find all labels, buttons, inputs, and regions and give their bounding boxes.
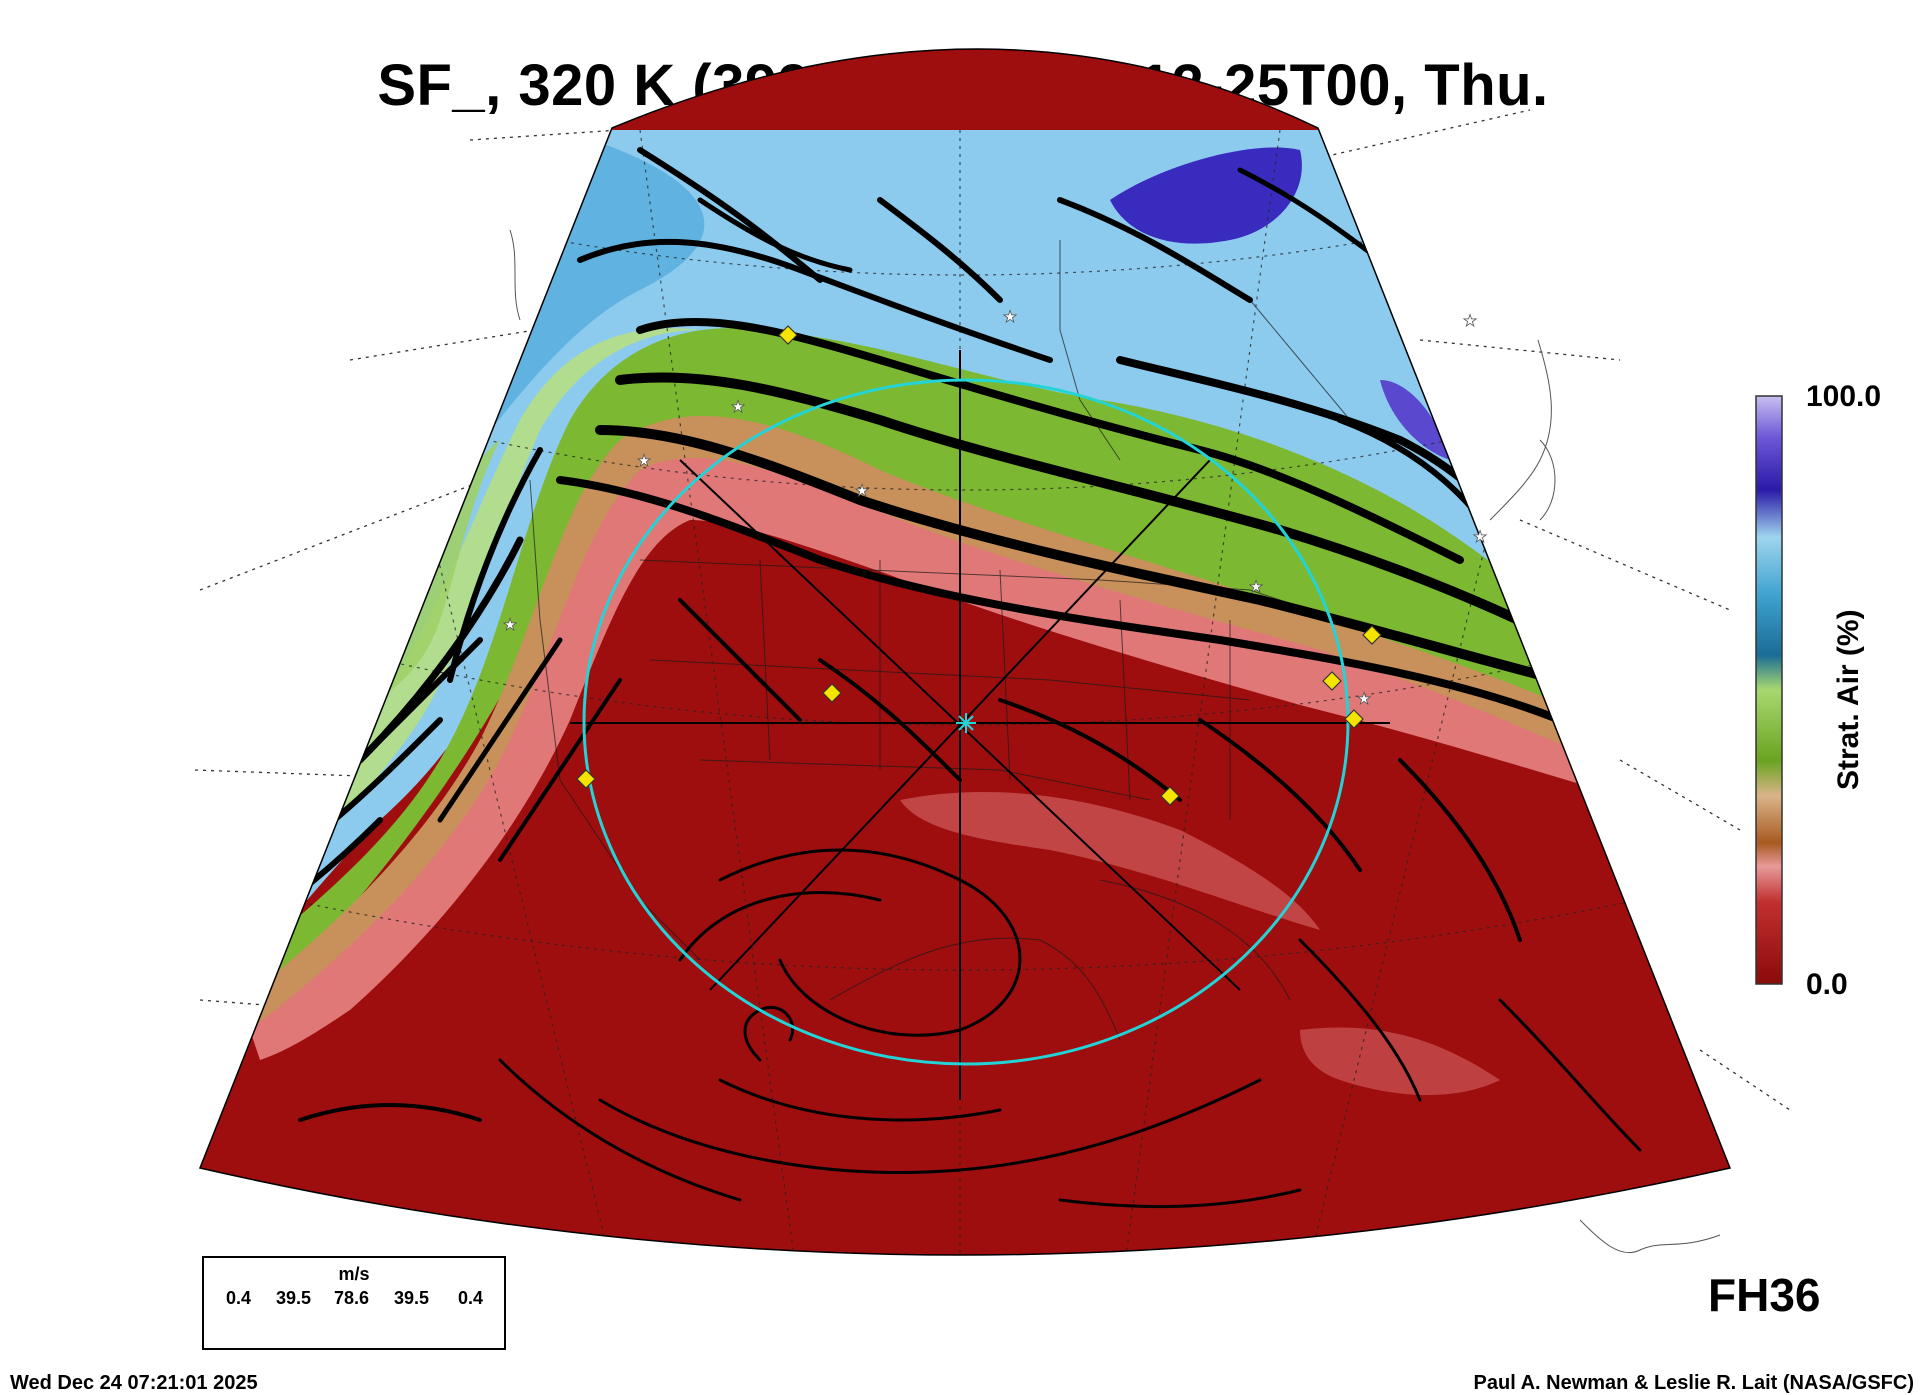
diamond-marker xyxy=(1362,625,1382,645)
vector-legend-value: 39.5 xyxy=(394,1288,430,1308)
star-marker: ★ xyxy=(1003,307,1017,326)
center-star xyxy=(956,713,976,733)
star-marker: ★ xyxy=(503,615,517,634)
star-marker: ★ xyxy=(855,481,869,500)
vector-legend-value: 0.4 xyxy=(458,1288,484,1308)
colorbar-min-label: 0.0 xyxy=(1806,968,1848,1001)
diamond-marker xyxy=(1344,709,1364,729)
star-marker: ★ xyxy=(1473,527,1487,546)
star-marker: ★ xyxy=(637,451,651,470)
diamond-marker xyxy=(778,325,798,345)
vector-legend-value: 0.4 xyxy=(226,1288,252,1308)
pink-streak xyxy=(900,791,1320,930)
map-sector-outline xyxy=(198,48,1732,1256)
forecast-hour-label: FH36 xyxy=(1708,1269,1821,1321)
diamond-marker xyxy=(1322,671,1342,691)
colorbar xyxy=(1755,395,1783,985)
purple-region-2 xyxy=(1380,380,1450,460)
pink-edge xyxy=(250,458,1620,1060)
wind-streamlines xyxy=(227,147,1642,1209)
purple-region xyxy=(1110,147,1302,244)
colorbar-title: Strat. Air (%) xyxy=(1832,609,1865,790)
star-marker: ★ xyxy=(1357,689,1371,708)
diamond-marker xyxy=(822,683,842,703)
vector-legend: m/s 0.4 39.5 78.6 39.5 0.4 xyxy=(202,1256,506,1350)
outside-coastlines xyxy=(509,229,1721,1254)
star-marker: ★ xyxy=(1463,311,1477,330)
green-band xyxy=(200,328,1700,1040)
diamond-marker xyxy=(1160,786,1180,806)
star-marker: ★ xyxy=(731,397,745,416)
yellow-diamond-markers xyxy=(576,325,1382,806)
white-star-markers: ★ ★ ★ ★ ★ ★ ★ ★ ★ xyxy=(502,307,1487,709)
credit-footer: Paul A. Newman & Leslie R. Lait (NASA/GS… xyxy=(1473,1372,1914,1394)
star-marker: ★ xyxy=(1249,577,1263,596)
vector-legend-unit: m/s xyxy=(338,1264,370,1284)
timestamp-footer: Wed Dec 24 07:21:01 2025 xyxy=(10,1372,258,1394)
vector-legend-value: 39.5 xyxy=(276,1288,312,1308)
center-crosshair xyxy=(570,350,1390,1100)
vector-legend-value: 78.6 xyxy=(334,1288,370,1308)
colorbar-max-label: 100.0 xyxy=(1806,380,1882,413)
diamond-marker xyxy=(576,769,596,789)
